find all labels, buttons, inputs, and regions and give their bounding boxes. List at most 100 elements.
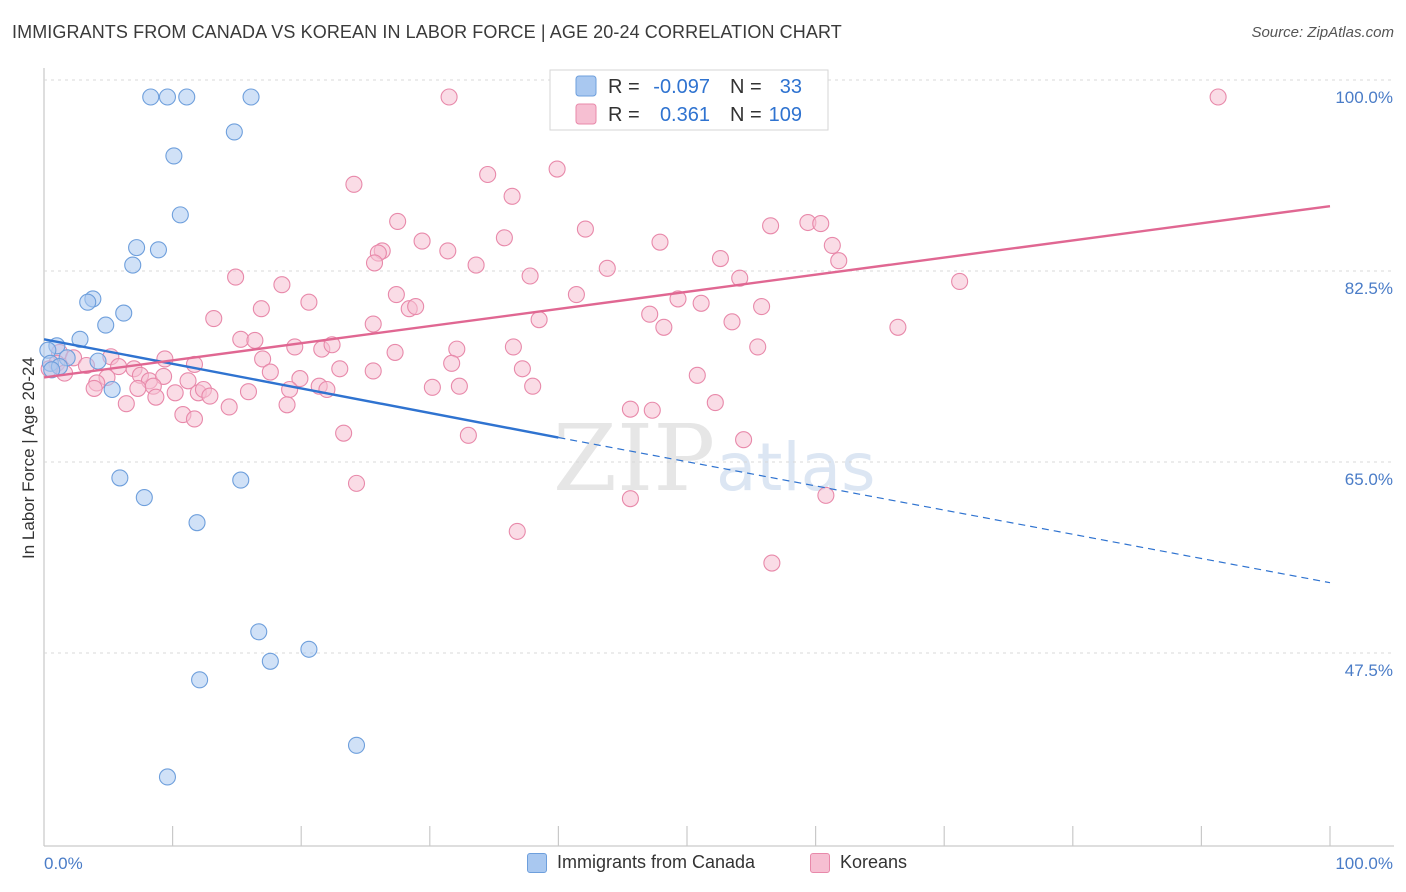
korean-point xyxy=(117,395,135,413)
korean-point xyxy=(643,401,661,419)
legend-label-canada: Immigrants from Canada xyxy=(557,852,756,872)
korean-point xyxy=(261,363,279,381)
korean-point xyxy=(731,269,749,287)
korean-point xyxy=(387,285,405,304)
legend-r-label-koreans: R = xyxy=(608,104,640,126)
korean-point xyxy=(273,276,291,294)
korean-point xyxy=(521,267,539,285)
canada-point xyxy=(115,304,133,322)
korean-point xyxy=(300,293,318,311)
korean-point xyxy=(503,187,521,205)
korean-point xyxy=(762,217,780,235)
canada-point xyxy=(171,206,189,224)
korean-point xyxy=(201,387,219,405)
canada-points xyxy=(39,88,366,786)
y-tick-label: 47.5% xyxy=(1345,661,1393,680)
korean-point xyxy=(598,259,616,277)
legend-label-koreans: Koreans xyxy=(840,852,908,872)
korean-point xyxy=(407,298,425,316)
grid-lines xyxy=(44,79,1394,654)
korean-point xyxy=(711,249,729,268)
canada-point xyxy=(178,88,196,106)
legend-swatch-koreans-bottom xyxy=(810,852,830,873)
korean-point xyxy=(85,379,103,397)
korean-point xyxy=(812,215,830,233)
y-tick-labels: 47.5% 65.0% 82.5% 100.0% xyxy=(1335,88,1393,680)
canada-point xyxy=(232,471,250,489)
korean-point xyxy=(389,212,407,230)
korean-point xyxy=(281,380,299,399)
korean-point xyxy=(1209,88,1227,106)
korean-point xyxy=(246,331,264,349)
korean-points xyxy=(40,88,1227,572)
legend-r-label-canada: R = xyxy=(608,76,640,98)
canada-point xyxy=(191,671,209,689)
korean-point xyxy=(347,474,366,492)
y-tick-label: 65.0% xyxy=(1345,470,1393,489)
korean-point xyxy=(129,379,147,397)
korean-point xyxy=(440,88,458,106)
korean-point xyxy=(735,431,753,449)
korean-point xyxy=(530,311,548,329)
korean-point xyxy=(467,256,485,274)
korean-point xyxy=(232,330,250,348)
chart-title: IMMIGRANTS FROM CANADA VS KOREAN IN LABO… xyxy=(12,22,842,42)
korean-point xyxy=(688,366,706,384)
canada-point xyxy=(128,239,146,257)
korean-point xyxy=(252,300,270,318)
korean-point xyxy=(227,268,245,286)
korean-point xyxy=(692,294,710,312)
canada-point xyxy=(165,147,183,165)
canada-point xyxy=(124,256,142,274)
y-tick-label: 100.0% xyxy=(1335,88,1393,107)
korean-point xyxy=(669,290,687,308)
korean-point xyxy=(413,232,431,250)
korean-point xyxy=(386,343,404,361)
canada-trend-line xyxy=(43,338,559,439)
korean-point xyxy=(155,367,173,385)
y-tick-label: 82.5% xyxy=(1345,279,1393,298)
korean-point xyxy=(278,396,296,414)
canada-point xyxy=(149,241,168,259)
legend-n-value-canada: 33 xyxy=(780,76,802,98)
legend-swatch-koreans xyxy=(575,103,597,125)
korean-point xyxy=(621,490,639,508)
canada-point xyxy=(158,88,177,106)
korean-point xyxy=(706,394,724,412)
legend-r-value-canada: -0.097 xyxy=(653,76,710,98)
canada-point xyxy=(242,88,260,106)
korean-point xyxy=(504,338,522,356)
korean-point xyxy=(286,338,304,356)
korean-point xyxy=(576,220,594,238)
legend-swatch-canada-bottom xyxy=(527,852,547,873)
korean-point xyxy=(508,522,526,540)
canada-point xyxy=(135,489,153,507)
korean-point xyxy=(443,354,461,372)
korean-point xyxy=(291,370,309,388)
korean-point xyxy=(439,242,457,260)
korean-point xyxy=(651,233,669,251)
source-credit: Source: ZipAtlas.com xyxy=(1251,24,1394,41)
legend-n-label-canada: N = xyxy=(730,76,762,98)
canada-point xyxy=(103,380,121,399)
correlation-legend: R = -0.097 N = 33 R = 0.361 N = 109 xyxy=(549,69,829,131)
korean-point xyxy=(459,426,477,444)
canada-point xyxy=(142,88,160,106)
x-axis-ticks xyxy=(172,826,1331,846)
korean-point xyxy=(621,400,639,418)
canada-point xyxy=(111,469,129,487)
korean-point xyxy=(513,360,531,378)
korean-point xyxy=(345,175,363,193)
canada-point xyxy=(188,514,206,532)
korean-point xyxy=(365,254,384,272)
korean-point xyxy=(147,388,165,406)
korean-point xyxy=(220,398,238,416)
korean-point xyxy=(185,410,204,428)
korean-point xyxy=(567,285,585,304)
korean-point xyxy=(448,340,466,358)
x-tick-label: 100.0% xyxy=(1335,854,1393,873)
canada-point xyxy=(43,361,61,379)
canada-point xyxy=(79,293,97,311)
korean-point xyxy=(364,315,382,333)
korean-point xyxy=(723,313,741,331)
